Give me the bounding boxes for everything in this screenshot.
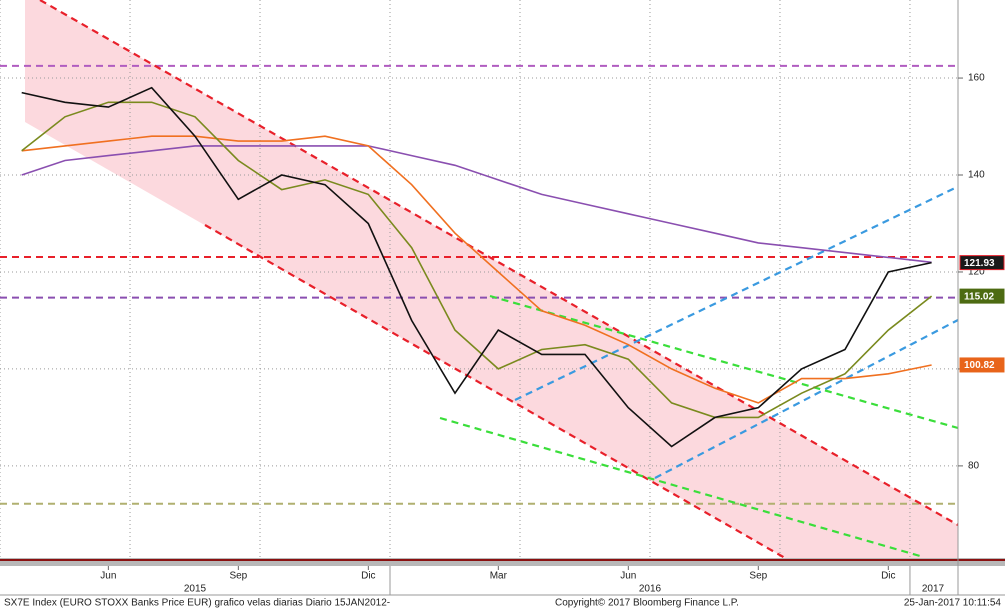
y-tick-label: 120: [968, 267, 985, 278]
year-label: 2015: [184, 584, 207, 595]
y-tick-label: 160: [968, 73, 985, 84]
last-value-label: 100.82: [964, 360, 995, 371]
y-tick-label: 140: [968, 170, 985, 181]
blue-trend-upper: [514, 187, 956, 401]
bottom-band: [0, 558, 1005, 566]
plot: [21, 86, 933, 448]
series-line: [21, 135, 932, 404]
grid: [0, 0, 958, 558]
x-tick-label: Jun: [620, 571, 636, 582]
x-tick-label: Dic: [881, 571, 895, 582]
x-tick-label: Sep: [229, 571, 247, 582]
channel-lower: [204, 224, 786, 559]
x-tick-label: Dic: [361, 571, 375, 582]
last-value-label: 115.02: [964, 291, 994, 302]
series-line: [21, 145, 932, 264]
footer-right: 25-Jan-2017 10:11:54: [904, 598, 1002, 609]
footer-center: Copyright© 2017 Bloomberg Finance L.P.: [555, 598, 739, 609]
x-tick-label: Mar: [490, 571, 508, 582]
trendlines: [39, 0, 959, 559]
blue-trend-lower: [654, 319, 959, 479]
series-line: [21, 101, 933, 419]
green-trend-upper: [489, 294, 959, 430]
year-label: 2016: [639, 584, 662, 595]
footer-left: SX7E Index (EURO STOXX Banks Price EUR) …: [4, 598, 390, 609]
x-tick-label: Sep: [749, 571, 767, 582]
series-line: [21, 86, 932, 448]
channel-upper: [39, 0, 959, 526]
last-value-label: 121.93: [964, 258, 995, 269]
last-value-box: [959, 255, 1005, 271]
y-tick-label: 80: [968, 461, 980, 472]
last-value-box: [959, 288, 1005, 304]
channel-fill: [25, 0, 958, 558]
year-label: 2017: [922, 584, 945, 595]
last-value-box: [959, 357, 1005, 373]
x-tick-label: Jun: [100, 571, 116, 582]
